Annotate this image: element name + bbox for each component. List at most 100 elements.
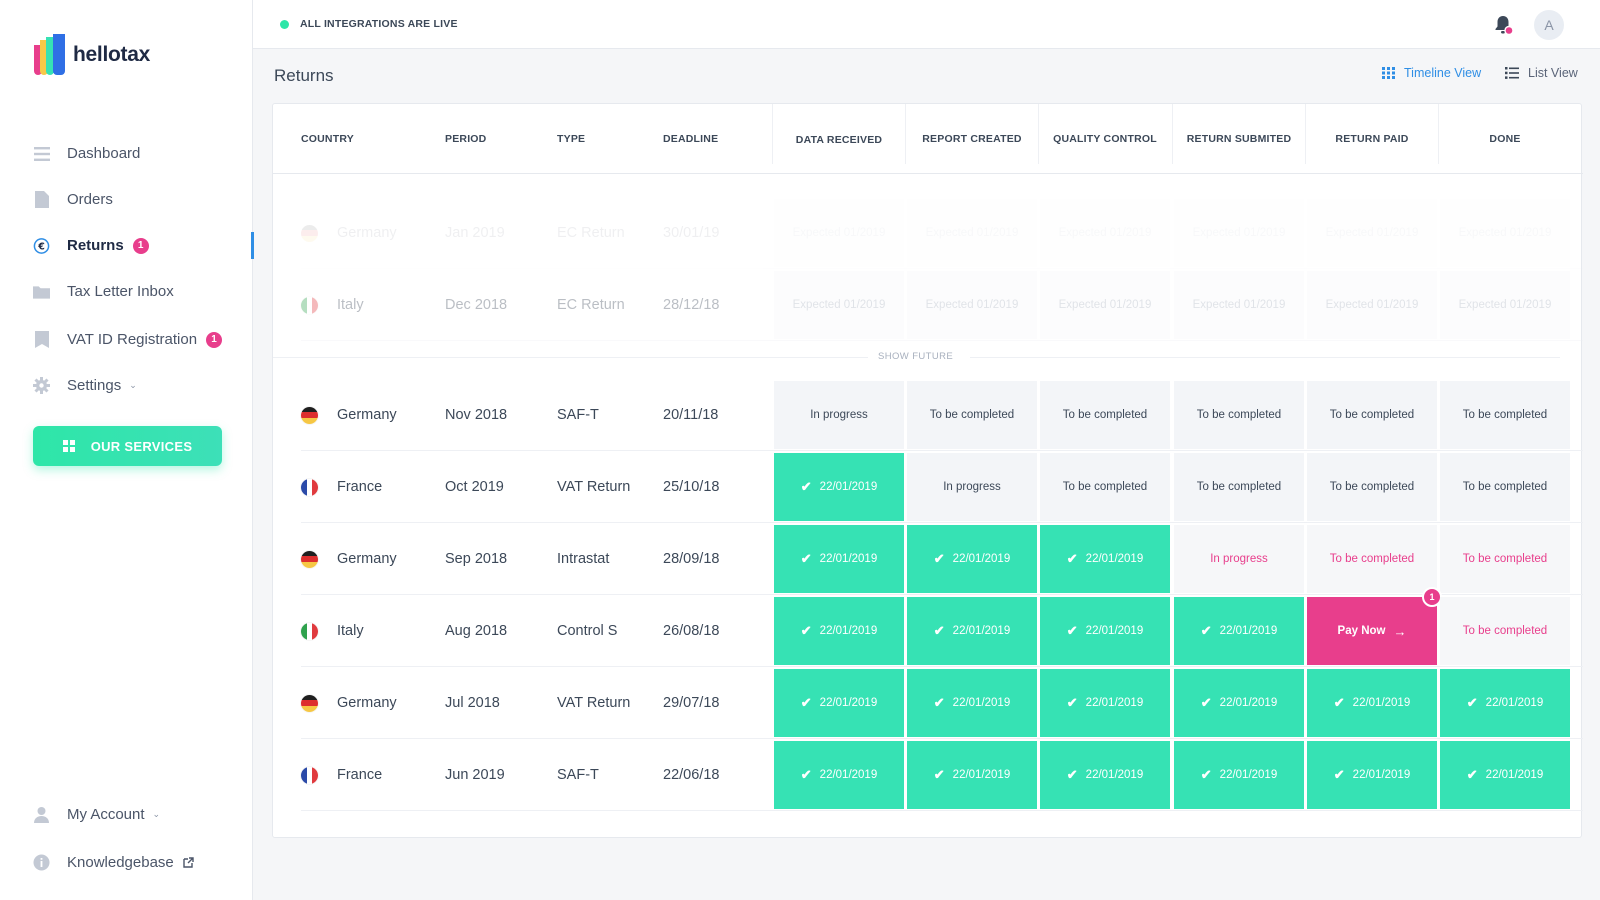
stage-text: 22/01/2019 [819,553,878,565]
list-icon [1505,67,1519,79]
bell-icon[interactable] [1494,14,1514,36]
sidebar-item-dashboard[interactable]: Dashboard [0,130,253,177]
row-divider [301,268,1583,269]
cell-deadline: 20/11/18 [663,379,718,451]
header-separator [772,104,773,164]
table-row[interactable]: Italy Dec 2018 EC Return 28/12/18 Expected 0… [273,269,1583,341]
check-icon: ✔ [1466,695,1478,710]
cell-period: Oct 2019 [445,451,504,523]
sidebar-item-label: VAT ID Registration [67,331,198,348]
table-row[interactable]: France Oct 2019 VAT Return 25/10/18 ✔ 22/01/2… [273,451,1583,523]
stage-header-report-created: REPORT CREATED [922,133,1022,145]
notification-badge: 1 [206,331,223,348]
stage-text: To be completed [1329,553,1415,565]
document-icon [33,191,50,208]
country-text: Germany [337,225,397,241]
stage-text: To be completed [1329,409,1415,421]
sidebar-item-tax-letter-inbox[interactable]: Tax Letter Inbox [0,268,253,315]
deadline-text: 30/01/19 [663,225,720,241]
logo[interactable]: hellotax [34,34,150,75]
header-separator [1438,104,1439,164]
type-text: Intrastat [557,551,610,567]
arrow-right-icon: → [1393,623,1407,639]
stage-text: To be completed [1062,481,1148,493]
sidebar-item-settings[interactable]: Settings ⌄ [0,362,253,409]
sidebar-item-returns[interactable]: € Returns 1 [0,222,254,269]
pay-now-button[interactable]: Pay Now → 1 [1307,587,1442,665]
header-separator [905,104,906,164]
header-separator [1172,104,1173,164]
deadline-text: 29/07/18 [663,695,720,711]
stage-text: Expected 01/2019 [925,227,1019,239]
notification-badge: 1 [132,237,149,254]
stage-text: To be completed [929,409,1015,421]
type-text: SAF-T [557,407,599,423]
table-row[interactable]: Italy Aug 2018 Control S 26/08/18 ✔ 22/01/201… [273,587,1583,667]
cell-country: Italy [301,595,364,667]
sidebar-item-label: Dashboard [67,145,141,162]
sidebar-item-label: Settings [67,377,122,394]
country-text: Italy [337,623,364,639]
deadline-text: 26/08/18 [663,623,720,639]
sidebar-item-knowledgebase[interactable]: Knowledgebase [0,838,253,886]
stage-cell: In progress [774,381,904,449]
list-view-toggle[interactable]: List View [1505,66,1578,80]
period-text: Sep 2018 [445,551,508,567]
flag-it-icon [301,622,318,640]
sidebar-item-orders[interactable]: Orders [0,176,253,223]
type-text: SAF-T [557,767,599,783]
deadline-text: 22/06/18 [663,767,720,783]
period-text: Oct 2019 [445,479,504,495]
cell-type: EC Return [557,197,625,269]
table-row[interactable]: Germany Sep 2018 Intrastat 28/09/18 ✔ 22/01/2… [273,523,1583,595]
sidebar-item-vat-id-registration[interactable]: VAT ID Registration 1 [0,316,253,363]
type-text: VAT Return [557,695,631,711]
stage-cell: In progress [907,453,1037,521]
cell-country: Germany [301,667,397,739]
check-icon: ✔ [933,695,945,710]
stage-cell: ✔ 22/01/2019 [1440,741,1570,809]
stage-cell: To be completed [1440,525,1570,593]
stage-cell: ✔ 22/01/2019 [1040,525,1170,593]
stage-cell: Expected 01/2019 [1307,199,1437,267]
our-services-label: OUR SERVICES [90,438,193,454]
flag-de-icon [301,550,318,568]
stage-text: 22/01/2019 [819,697,878,709]
svg-text:€: € [37,241,45,252]
bookmark-icon [33,331,50,348]
stage-text: 22/01/2019 [1352,769,1411,781]
period-text: Jan 2019 [445,225,505,241]
stage-text: To be completed [1462,409,1548,421]
integration-status: ALL INTEGRATIONS ARE LIVE [280,18,458,30]
sidebar-item-label: My Account [67,805,145,823]
timeline-view-toggle[interactable]: Timeline View [1382,66,1481,80]
list-view-label: List View [1528,66,1578,80]
cell-deadline: 30/01/19 [663,197,719,269]
period-text: Dec 2018 [445,297,508,313]
sidebar-item-my-account[interactable]: My Account ⌄ [0,790,253,838]
logo-text: hellotax [73,42,150,66]
show-future-link[interactable]: SHOW FUTURE [878,351,954,362]
gear-icon [33,377,50,394]
cell-type: SAF-T [557,739,599,811]
stage-text: 22/01/2019 [1352,697,1411,709]
table-row[interactable]: France Jun 2019 SAF-T 22/06/18 ✔ 22/01/2019 ✔ 2… [273,739,1583,811]
avatar[interactable]: A [1534,10,1564,40]
table-row[interactable]: Germany Jul 2018 VAT Return 29/07/18 ✔ 22/01/… [273,667,1583,739]
table-row[interactable]: Germany Nov 2018 SAF-T 20/11/18 In progress T… [273,379,1583,451]
grid-icon [62,440,75,452]
period-text: Nov 2018 [445,407,508,423]
timeline-view-label: Timeline View [1404,66,1482,80]
stage-cell: ✔ 22/01/2019 [1040,741,1170,809]
table-row[interactable]: Germany Jan 2019 EC Return 30/01/19 Expected… [273,197,1583,269]
our-services-button[interactable]: OUR SERVICES [33,426,222,466]
table-header: COUNTRY PERIOD TYPE DEADLINE DATA RECEIVED RE… [273,104,1583,174]
chevron-down-icon: ⌄ [129,380,137,390]
check-icon: ✔ [1466,767,1478,782]
stage-text: In progress [943,481,1001,493]
flag-de-icon [301,224,318,242]
cell-period: Aug 2018 [445,595,507,667]
stage-cell: To be completed [1440,381,1570,449]
stage-cell: ✔ 22/01/2019 [774,669,904,737]
stage-cell: To be completed [1040,453,1170,521]
